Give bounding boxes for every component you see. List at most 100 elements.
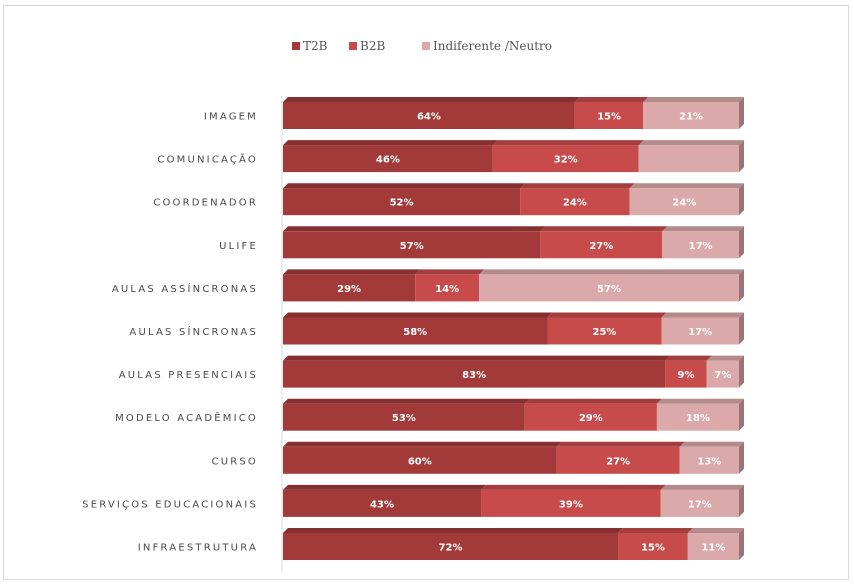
bar-side-servicos-educacionais	[739, 484, 744, 517]
data-label-servicos-educacionais-b2b: 39%	[559, 499, 583, 510]
bar-aulas-sincronas-indiferente-neutro	[661, 317, 739, 345]
bar-top-imagem-indiferente-neutro	[643, 97, 744, 102]
bar-top-aulas-assincronas-t2b	[283, 269, 421, 275]
legend-swatch-b2b	[349, 42, 357, 50]
category-label-comunicacao: COMUNICAÇÃO	[157, 153, 258, 166]
data-label-ulife-t2b: 57%	[400, 241, 424, 252]
data-label-infraestrutura-indiferente-neutro: 11%	[701, 543, 725, 554]
bar-top-servicos-educacionais-t2b	[283, 484, 487, 490]
data-label-aulas-sincronas-t2b: 58%	[403, 327, 427, 338]
data-label-aulas-assincronas-indiferente-neutro: 57%	[597, 284, 621, 295]
bar-aulas-presenciais-indiferente-neutro	[706, 360, 739, 388]
data-label-comunicacao-b2b: 32%	[554, 155, 578, 166]
bar-side-coordenador	[739, 183, 744, 216]
category-label-aulas-presenciais: AULAS PRESENCIAIS	[119, 370, 258, 381]
bar-side-infraestrutura	[739, 528, 744, 560]
category-label-ulife: ULIFE	[219, 241, 258, 252]
data-label-ulife-indiferente-neutro: 17%	[689, 241, 713, 252]
bar-ulife-indiferente-neutro	[662, 231, 739, 259]
bar-top-aulas-sincronas-b2b	[547, 312, 667, 318]
bar-top-modelo-academico-indiferente-neutro	[656, 398, 744, 404]
bar-side-imagem	[739, 97, 744, 129]
bar-servicos-educacionais-b2b	[481, 489, 661, 517]
bar-top-aulas-assincronas-indiferente-neutro	[479, 269, 744, 275]
plot-area: 64% 15% 21% 46% 32% 52% 24% 24% 57% 27% 17% 29% 14% 5…	[281, 96, 744, 573]
bar-top-modelo-academico-b2b	[524, 398, 662, 404]
data-label-coordenador-t2b: 52%	[390, 198, 414, 209]
bar-top-curso-t2b	[283, 441, 562, 447]
bar-servicos-educacionais-t2b	[283, 489, 482, 517]
data-label-coordenador-indiferente-neutro: 24%	[672, 198, 696, 209]
category-label-coordenador: COORDENADOR	[153, 198, 258, 209]
bar-top-aulas-assincronas-b2b	[415, 269, 485, 275]
bar-curso-indiferente-neutro	[679, 446, 739, 474]
bar-aulas-assincronas-b2b	[415, 274, 480, 302]
category-label-imagem: IMAGEM	[204, 112, 258, 123]
bar-aulas-presenciais-t2b	[283, 360, 666, 388]
bar-modelo-academico-b2b	[524, 403, 657, 431]
data-label-infraestrutura-b2b: 15%	[641, 543, 665, 554]
data-label-aulas-presenciais-t2b: 83%	[462, 370, 486, 381]
bar-aulas-assincronas-indiferente-neutro	[479, 274, 739, 302]
data-label-curso-b2b: 27%	[606, 456, 630, 467]
category-label-aulas-sincronas: AULAS SÍNCRONAS	[129, 325, 258, 338]
data-label-aulas-presenciais-indiferente-neutro: 7%	[714, 370, 731, 381]
bar-comunicacao-indiferente-neutro	[638, 145, 739, 173]
bar-comunicacao-t2b	[283, 145, 493, 173]
bar-aulas-sincronas-b2b	[547, 317, 662, 345]
bar-top-comunicacao-b2b	[492, 140, 644, 146]
bar-top-imagem-b2b	[574, 97, 649, 102]
category-label-modelo-academico: MODELO ACADÊMICO	[115, 411, 258, 424]
bar-top-coordenador-indiferente-neutro	[629, 183, 744, 189]
bar-servicos-educacionais-indiferente-neutro	[660, 489, 739, 517]
bar-top-ulife-indiferente-neutro	[662, 226, 744, 232]
bar-top-aulas-presenciais-b2b	[665, 355, 712, 361]
bar-ulife-t2b	[283, 231, 541, 259]
bar-top-servicos-educacionais-b2b	[481, 484, 666, 490]
legend-label-indiferente-neutro: Indiferente /Neutro	[433, 39, 552, 53]
bar-top-infraestrutura-b2b	[618, 528, 693, 533]
bar-top-coordenador-b2b	[520, 183, 635, 189]
bar-top-aulas-sincronas-t2b	[283, 312, 553, 318]
bar-side-modelo-academico	[739, 398, 744, 431]
bar-aulas-assincronas-t2b	[283, 274, 416, 302]
bar-top-infraestrutura-t2b	[283, 528, 624, 533]
bar-curso-t2b	[283, 446, 557, 474]
category-label-curso: CURSO	[212, 456, 258, 467]
legend-swatch-t2b	[292, 42, 300, 50]
bar-infraestrutura-t2b	[283, 533, 619, 560]
data-label-aulas-sincronas-b2b: 25%	[593, 327, 617, 338]
bar-top-ulife-t2b	[283, 226, 546, 232]
category-label-servicos-educacionais: SERVIÇOS EDUCACIONAIS	[82, 499, 258, 510]
data-label-ulife-b2b: 27%	[589, 241, 613, 252]
legend-label-b2b: B2B	[360, 39, 385, 53]
data-label-imagem-t2b: 64%	[417, 112, 441, 123]
bar-infraestrutura-indiferente-neutro	[687, 533, 739, 560]
bar-side-aulas-assincronas	[739, 269, 744, 302]
bar-ulife-b2b	[540, 231, 663, 259]
bar-top-aulas-sincronas-indiferente-neutro	[661, 312, 744, 318]
bar-top-aulas-presenciais-indiferente-neutro	[706, 355, 744, 361]
legend-swatch-indiferente-neutro	[422, 42, 430, 50]
data-label-servicos-educacionais-t2b: 43%	[370, 499, 394, 510]
data-label-comunicacao-t2b: 46%	[376, 155, 400, 166]
data-label-coordenador-b2b: 24%	[563, 198, 587, 209]
data-label-aulas-assincronas-t2b: 29%	[337, 284, 361, 295]
bar-top-comunicacao-indiferente-neutro	[638, 140, 744, 146]
chart-frame: T2B B2B Indiferente /Neutro 64% 15% 21% 46% 32…	[3, 5, 849, 580]
bar-top-curso-indiferente-neutro	[679, 441, 744, 447]
bar-side-ulife	[739, 226, 744, 259]
bar-comunicacao-b2b	[492, 145, 639, 173]
bar-side-curso	[739, 441, 744, 474]
bar-top-ulife-b2b	[540, 226, 668, 232]
bar-top-comunicacao-t2b	[283, 140, 498, 146]
category-label-infraestrutura: INFRAESTRUTURA	[138, 543, 258, 554]
bar-top-servicos-educacionais-indiferente-neutro	[660, 484, 744, 490]
bar-modelo-academico-t2b	[283, 403, 525, 431]
data-label-aulas-assincronas-b2b: 14%	[435, 284, 459, 295]
bar-top-modelo-academico-t2b	[283, 398, 530, 404]
bar-coordenador-indiferente-neutro	[629, 188, 739, 216]
data-label-curso-indiferente-neutro: 13%	[697, 456, 721, 467]
legend-label-t2b: T2B	[303, 39, 328, 53]
bar-coordenador-b2b	[520, 188, 630, 216]
